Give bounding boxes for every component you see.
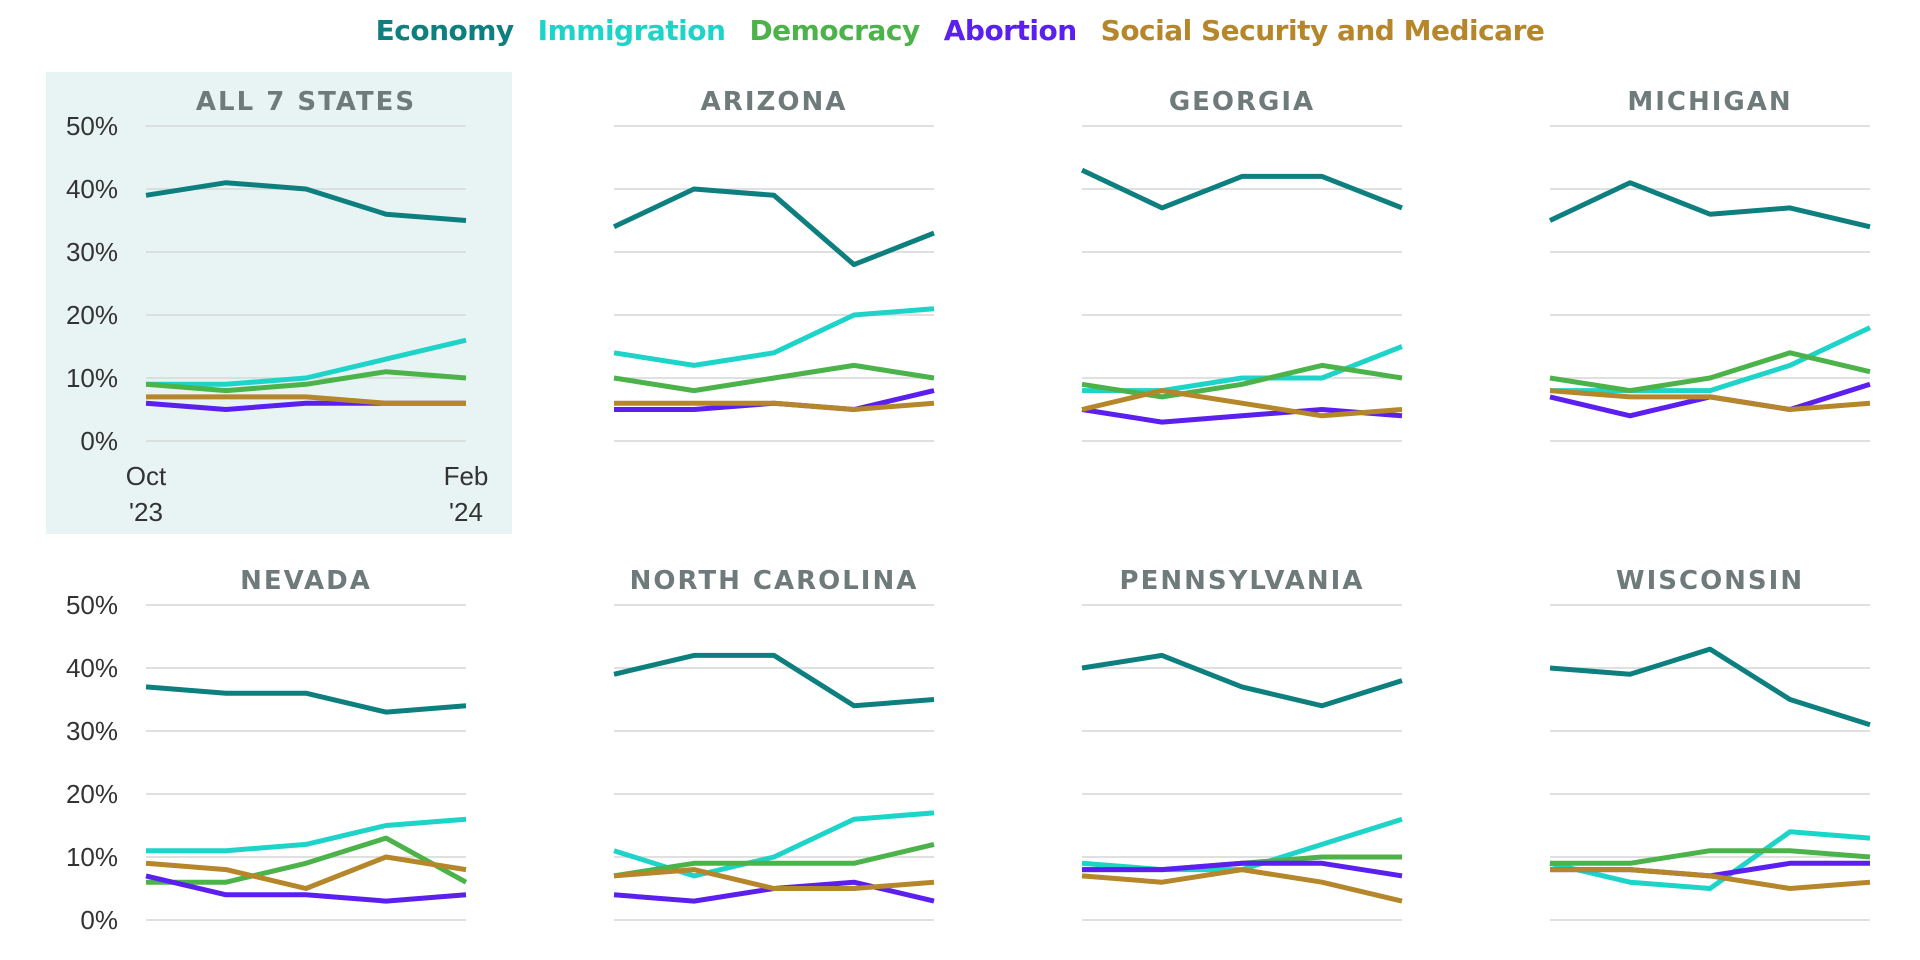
series-line-economy <box>1081 652 1403 709</box>
panel-title: PENNSYLVANIA <box>1120 566 1365 596</box>
series-line-economy <box>1549 646 1871 728</box>
panel-title: WISCONSIN <box>1616 566 1804 596</box>
y-tick-label: 30% <box>66 716 118 746</box>
series-line-immigration <box>613 306 935 368</box>
series-line-social-security-and-medicare <box>1549 388 1871 412</box>
series-line-democracy <box>613 362 935 394</box>
panel-all-7-states: ALL 7 STATES 0% 10% 20% 30% 40% 50% Oct '23 Feb '2… <box>46 72 512 534</box>
series-line-economy <box>1548 180 1871 230</box>
series-line-democracy <box>1549 350 1871 394</box>
y-tick-label: 50% <box>66 111 118 141</box>
legend-item-economy: Economy <box>375 14 515 47</box>
panel-north-carolina: NORTH CAROLINA <box>613 566 935 921</box>
series-line-economy <box>145 180 467 223</box>
series-line-social-security-and-medicare <box>613 867 935 891</box>
series-line-immigration <box>1550 325 1872 394</box>
legend-item-abortion: Abortion <box>943 14 1077 47</box>
y-tick-label: 0% <box>80 426 118 456</box>
panel-title: NEVADA <box>240 566 372 596</box>
y-tick-label: 10% <box>66 363 118 393</box>
panel-wisconsin: WISCONSIN <box>1549 566 1871 921</box>
legend-item-social-security-and-medicare: Social Security and Medicare <box>1100 14 1545 47</box>
series-line-democracy <box>146 835 468 885</box>
series-line-social-security-and-medicare <box>145 854 467 891</box>
series-line-democracy <box>1550 848 1871 866</box>
panel-georgia: GEORGIA <box>1080 87 1403 442</box>
series-line-abortion <box>145 873 467 904</box>
panel-highlight-background <box>46 72 512 534</box>
series-line-social-security-and-medicare <box>146 394 466 406</box>
y-tick-label: 30% <box>66 237 118 267</box>
series-line-democracy <box>145 369 467 394</box>
series-line-social-security-and-medicare <box>1081 388 1403 419</box>
series-line-social-security-and-medicare <box>614 400 935 412</box>
series-line-social-security-and-medicare <box>1081 867 1403 904</box>
y-tick-label: 20% <box>66 300 118 330</box>
series-line-abortion <box>1082 860 1403 879</box>
y-tick-label: 20% <box>66 779 118 809</box>
panel-title: MICHIGAN <box>1627 87 1792 117</box>
legend-item-immigration: Immigration <box>537 14 726 47</box>
series-line-economy <box>612 186 935 268</box>
y-tick-label: 10% <box>66 842 118 872</box>
series-line-social-security-and-medicare <box>1550 867 1871 891</box>
x-tick-label: Feb '24 <box>444 461 489 527</box>
series-line-economy <box>1080 167 1403 211</box>
series-line-democracy <box>1081 362 1403 400</box>
y-tick-label: 40% <box>66 174 118 204</box>
series-line-immigration <box>146 816 467 854</box>
y-tick-label: 40% <box>66 653 118 683</box>
panel-michigan: MICHIGAN <box>1548 87 1872 442</box>
panel-nevada: NEVADA 0% 10% 20% 30% 40% 50% <box>66 566 468 935</box>
panel-title: ALL 7 STATES <box>196 87 416 117</box>
legend-item-democracy: Democracy <box>749 14 920 47</box>
panel-arizona: ARIZONA <box>612 87 935 442</box>
series-line-immigration <box>1549 829 1871 891</box>
series-line-economy <box>145 684 467 715</box>
panel-pennsylvania: PENNSYLVANIA <box>1081 566 1403 921</box>
x-tick-label: Oct '23 <box>126 461 167 527</box>
chart-legend: Economy Immigration Democracy Abortion Socia… <box>0 14 1920 47</box>
series-line-democracy <box>613 841 935 879</box>
panel-title: ARIZONA <box>701 87 848 117</box>
panel-title: GEORGIA <box>1169 87 1315 117</box>
panel-title: NORTH CAROLINA <box>630 566 919 596</box>
series-line-immigration <box>146 337 467 387</box>
y-tick-label: 50% <box>66 590 118 620</box>
series-line-economy <box>613 652 935 709</box>
y-tick-label: 0% <box>80 905 118 935</box>
